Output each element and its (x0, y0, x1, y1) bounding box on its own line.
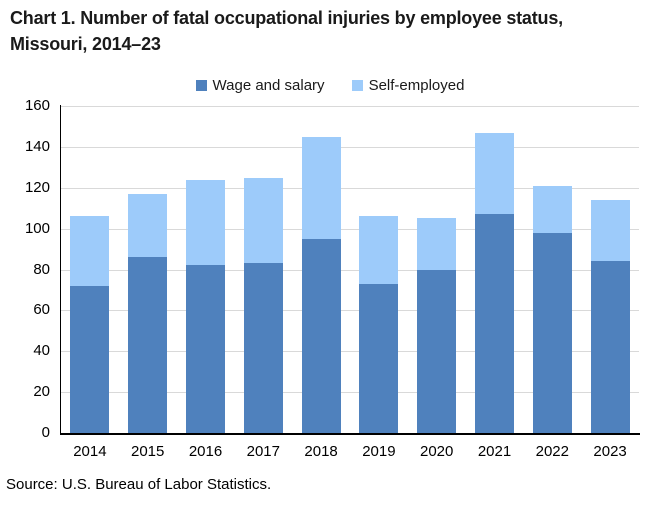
x-tick-label-2021: 2021 (477, 443, 512, 460)
bar-segment-wage-and-salary-2020 (417, 269, 457, 433)
legend-swatch-icon (351, 80, 363, 91)
bar-segment-self-employed-2023 (590, 200, 630, 262)
gridline-20 (61, 392, 639, 394)
x-tick-label-2015: 2015 (131, 443, 165, 460)
x-tick-label-2020: 2020 (420, 443, 454, 460)
x-tick-label-2023: 2023 (593, 443, 627, 460)
bar-segment-self-employed-2020 (417, 218, 457, 270)
y-tick-label-120: 120 (24, 178, 50, 196)
x-tick-label-2017: 2017 (246, 443, 280, 460)
gridline-60 (61, 310, 639, 312)
y-axis-line (59, 105, 61, 433)
x-tick-label-2014: 2014 (73, 443, 107, 460)
x-tick-label-2019: 2019 (362, 443, 396, 460)
chart-legend: Wage and salary Self-employed (0, 77, 660, 94)
x-tick-label-2022: 2022 (535, 443, 569, 460)
gridline-40 (61, 351, 639, 353)
y-tick-label-40: 40 (33, 342, 50, 360)
x-tick-label-2018: 2018 (304, 443, 338, 460)
legend-label: Self-employed (368, 77, 465, 94)
bar-segment-wage-and-salary-2016 (186, 265, 225, 433)
y-tick-label-140: 140 (24, 137, 50, 155)
bar-segment-wage-and-salary-2015 (128, 257, 168, 433)
x-axis-line (59, 433, 640, 435)
gridline-160 (61, 106, 639, 107)
bar-segment-wage-and-salary-2014 (70, 285, 110, 433)
bar-segment-wage-and-salary-2017 (243, 263, 283, 433)
y-tick-label-100: 100 (24, 219, 50, 237)
legend-swatch-icon (195, 80, 207, 91)
y-tick-label-80: 80 (33, 260, 50, 278)
legend-label: Wage and salary (212, 77, 325, 94)
bar-segment-wage-and-salary-2019 (359, 283, 399, 433)
bar-segment-wage-and-salary-2022 (532, 232, 572, 433)
y-tick-label-160: 160 (24, 97, 50, 114)
gridline-80 (61, 269, 639, 271)
bar-segment-self-employed-2022 (532, 185, 572, 233)
y-tick-label-60: 60 (33, 301, 50, 319)
bar-segment-wage-and-salary-2023 (590, 261, 630, 433)
bar-segment-self-employed-2015 (128, 193, 168, 258)
y-tick-label-20: 20 (33, 383, 50, 401)
bar-segment-self-employed-2021 (475, 132, 514, 215)
legend-item-wage-and-salary: Wage and salary (195, 77, 325, 94)
legend-item-self-employed: Self-employed (351, 77, 465, 94)
x-tick-label-2016: 2016 (188, 443, 223, 460)
source-note: Source: U.S. Bureau of Labor Statistics. (6, 476, 272, 493)
bar-segment-wage-and-salary-2018 (301, 238, 341, 433)
bar-segment-self-employed-2014 (70, 216, 110, 286)
y-tick-label-0: 0 (41, 424, 50, 441)
bar-segment-self-employed-2019 (359, 216, 399, 284)
bar-segment-self-employed-2017 (243, 177, 283, 264)
gridline-140 (61, 146, 639, 148)
gridline-120 (61, 187, 639, 189)
bar-segment-self-employed-2018 (301, 136, 341, 239)
bar-segment-wage-and-salary-2021 (475, 214, 514, 433)
gridline-100 (61, 228, 639, 230)
bar-segment-self-employed-2016 (186, 179, 225, 266)
chart-title: Chart 1. Number of fatal occupational in… (10, 8, 563, 54)
